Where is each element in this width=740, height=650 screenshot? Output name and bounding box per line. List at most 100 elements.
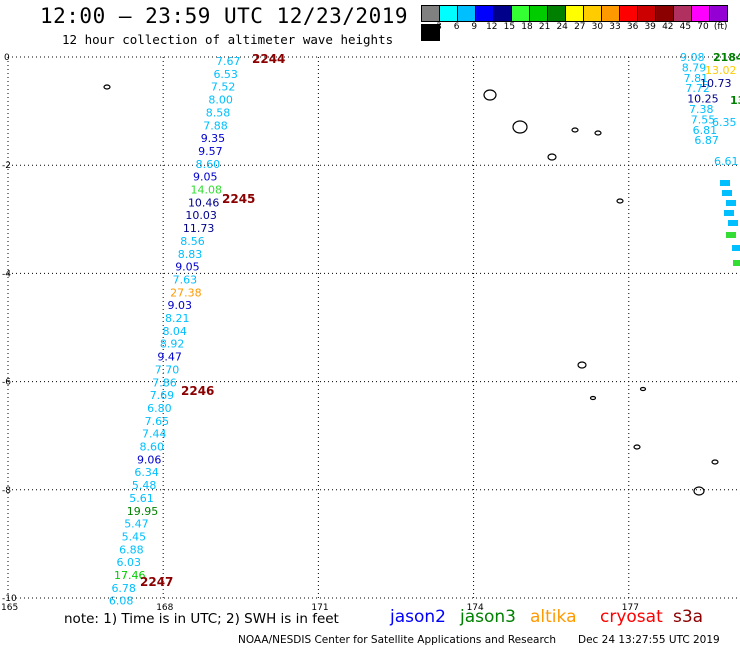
swh-fragment: [732, 245, 740, 251]
legend-label: 9: [471, 22, 478, 32]
swh-value: 8.56: [180, 235, 205, 248]
island-outline: [633, 444, 641, 450]
swh-value: 10.25: [687, 93, 719, 106]
swh-value: 7.38: [689, 103, 714, 116]
x-tick-label: 171: [311, 603, 328, 613]
legend-label: 42: [662, 22, 674, 32]
swh-value: 6.34: [134, 466, 159, 479]
swh-value: 5.48: [132, 479, 157, 492]
x-tick-label: 174: [467, 603, 484, 613]
island-outline: [711, 459, 719, 465]
color-legend: [421, 5, 740, 43]
y-tick-label: -8: [2, 486, 11, 496]
swh-value: 7.65: [145, 415, 170, 428]
swh-value: 9.06: [137, 453, 162, 466]
legend-label: 30: [591, 22, 604, 32]
swh-value: 8.58: [206, 106, 231, 119]
pass-label: 2245: [222, 192, 255, 206]
axis-ticks: 165 168 171 174 177 0 -2 -4 -6 -8 -10: [1, 53, 639, 613]
swh-value: 8.60: [140, 441, 165, 454]
swh-value: 27.38: [170, 286, 202, 299]
legend-label: 21: [538, 22, 551, 32]
credit-text: NOAA/NESDIS Center for Satellite Applica…: [238, 634, 556, 646]
legend-swatch: [709, 5, 728, 22]
swh-value: 14.08: [191, 184, 223, 197]
swh-value: 8.83: [178, 248, 203, 261]
swh-fragment: [728, 220, 738, 226]
swh-value: 17.46: [114, 569, 146, 582]
pass-label: 2247: [140, 575, 173, 589]
swh-value: 6.08: [109, 595, 133, 608]
sat-cryosat: cryosat: [600, 607, 663, 627]
swh-value: 6.35: [712, 116, 737, 129]
y-tick-label: -10: [2, 594, 17, 604]
swh-fragment: [720, 180, 730, 186]
legend-label: 18: [521, 22, 533, 32]
legend-label: 3: [436, 22, 442, 32]
legend-label: 15: [503, 22, 516, 32]
swh-value: 6.88: [119, 543, 144, 556]
swh-fragment: [726, 200, 736, 206]
y-tick-label: 0: [4, 53, 10, 63]
x-tick-label: 168: [156, 603, 173, 613]
pass-label: 13: [730, 94, 740, 107]
island-outline: [594, 130, 602, 136]
swh-value: 7.81: [684, 72, 709, 85]
legend-label: 45: [679, 22, 692, 32]
legend-label: 27: [574, 22, 586, 32]
swh-value: 5.61: [129, 492, 154, 505]
swh-value: 7.86: [152, 376, 177, 389]
swh-value: 7.72: [685, 82, 710, 95]
swh-value: 8.21: [165, 312, 190, 325]
swh-values: 7.676.537.528.008.587.889.359.578.609.05…: [109, 51, 740, 608]
swh-value: 6.78: [111, 582, 136, 595]
island-outline: [571, 127, 579, 133]
swh-value: 9.05: [193, 171, 218, 184]
swh-value: 7.55: [691, 113, 716, 126]
swh-value: 7.70: [155, 363, 180, 376]
island-outline: [103, 84, 111, 90]
note-text: note: 1) Time is in UTC; 2) SWH is in fe…: [64, 611, 339, 627]
swh-value: 6.81: [693, 124, 718, 137]
sat-s3a: s3a: [673, 607, 704, 627]
y-tick-label: -6: [2, 378, 11, 388]
y-tick-label: -2: [2, 161, 11, 171]
sat-altika: altika: [530, 607, 577, 627]
swh-value: 8.00: [208, 94, 233, 107]
swh-value: 9.57: [198, 145, 223, 158]
swh-value: 10.73: [700, 77, 732, 90]
swh-value: 9.05: [175, 261, 200, 274]
x-tick-label: 165: [1, 603, 18, 613]
island-outline: [483, 89, 497, 101]
swh-value: 9.35: [201, 132, 226, 145]
swh-value: 7.67: [216, 55, 241, 68]
legend-label: (ft): [713, 22, 728, 32]
island-outline: [693, 486, 705, 496]
map-grid: [7, 56, 740, 599]
swh-value: 11.73: [183, 222, 215, 235]
swh-value: 7.69: [150, 389, 175, 402]
swh-fragment: [722, 190, 732, 196]
swh-value: 5.45: [122, 530, 146, 543]
legend-label: 36: [626, 22, 639, 32]
swh-value: 7.88: [203, 119, 228, 132]
legend-label: 6: [453, 22, 460, 32]
swh-fragment: [726, 232, 736, 238]
island-outline: [577, 361, 587, 369]
island-outline: [512, 120, 528, 134]
swh-value: 7.63: [173, 273, 198, 286]
swh-value: 13.02: [705, 64, 737, 77]
island-outline: [616, 198, 624, 204]
island-outlines: [103, 84, 719, 496]
swh-value: 10.46: [188, 196, 220, 209]
swh-value: 6.80: [147, 402, 172, 415]
page-subtitle: 12 hour collection of altimeter wave hei…: [62, 32, 394, 47]
island-outline: [589, 395, 597, 401]
island-outline: [547, 153, 557, 161]
pass-label: 2246: [181, 384, 214, 398]
swh-value: 6.61: [714, 155, 739, 168]
swh-value: 10.03: [185, 209, 217, 222]
swh-value: 9.03: [168, 299, 193, 312]
swh-value: 6.03: [117, 556, 142, 569]
